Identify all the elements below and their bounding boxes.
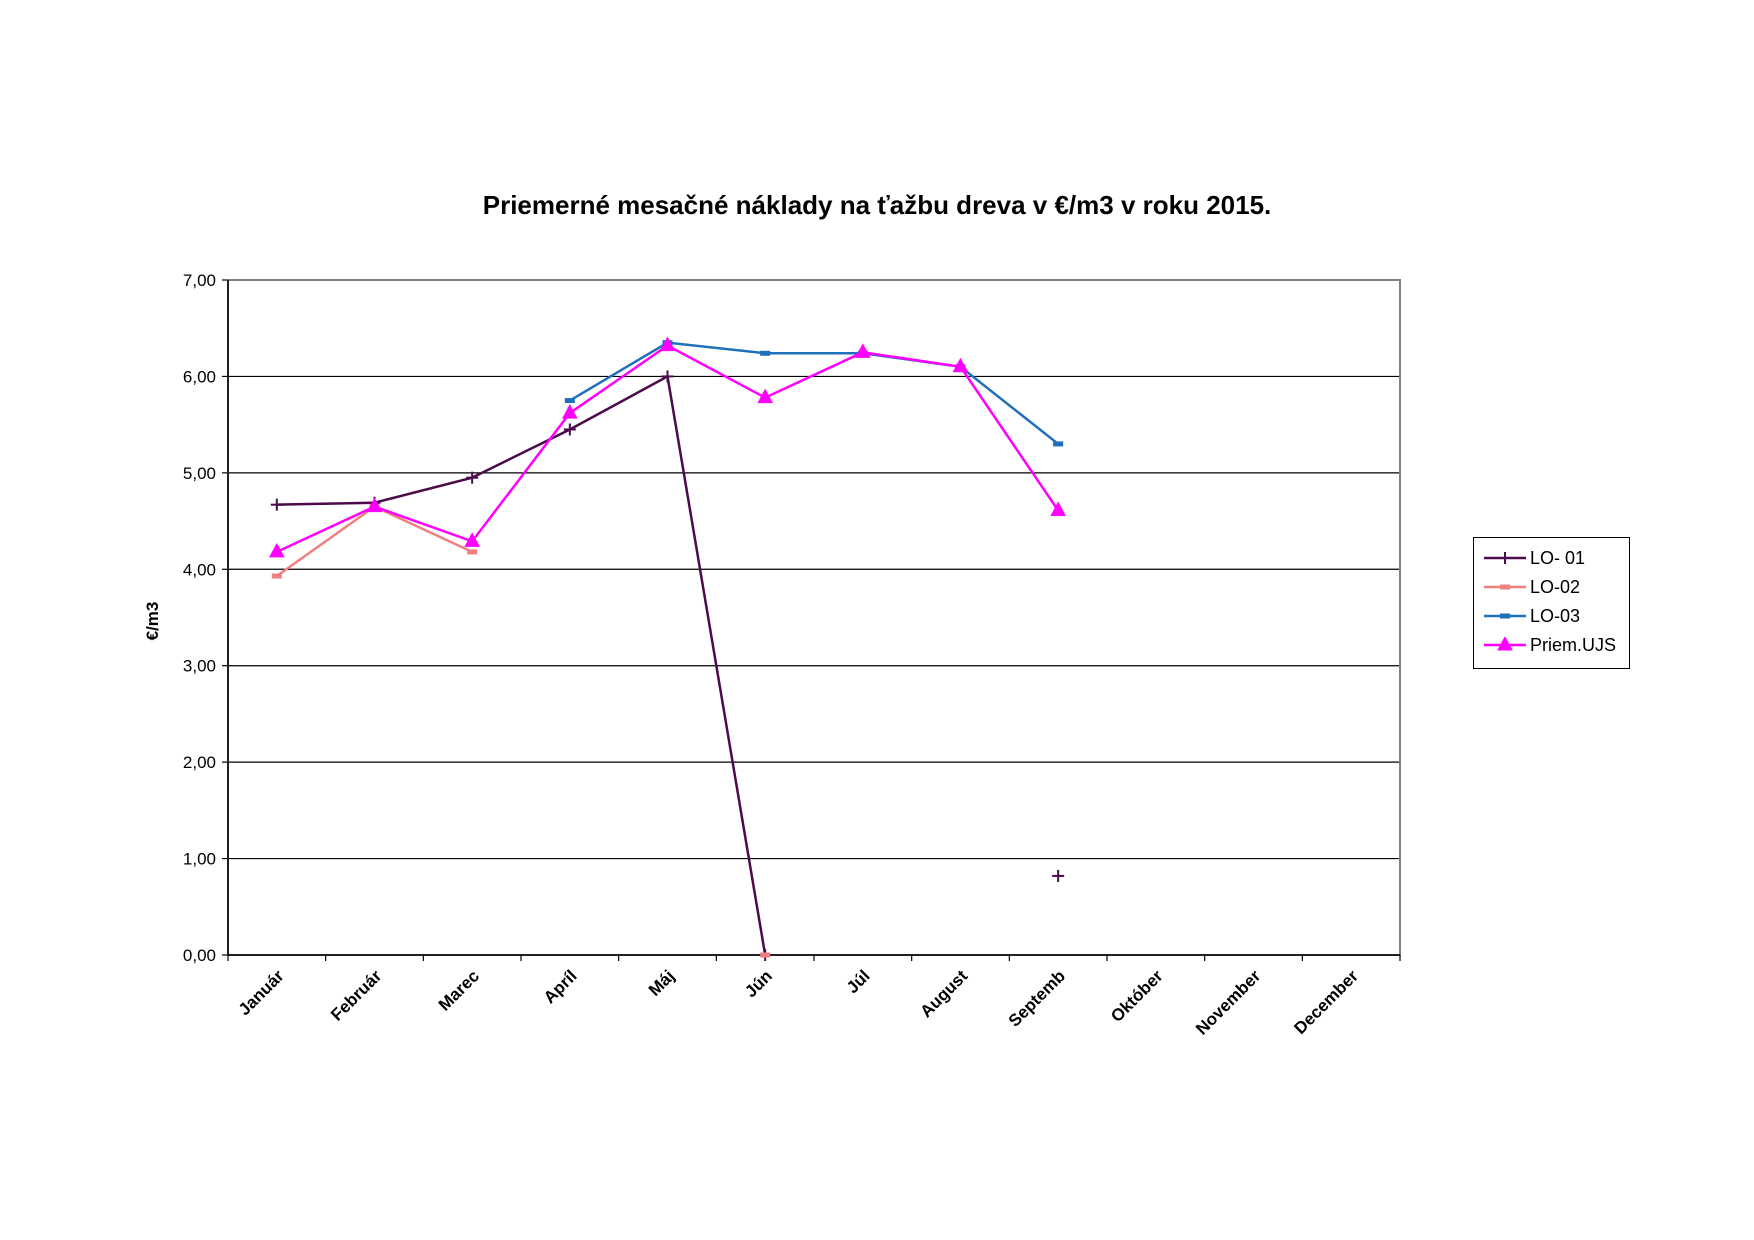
axes (222, 279, 1401, 961)
x-tick-label: December (1290, 966, 1362, 1038)
data-point (563, 423, 576, 436)
legend-item: LO-02 (1484, 576, 1580, 598)
plot-area (227, 279, 1401, 956)
legend-marker (1500, 584, 1510, 590)
legend-swatch (1484, 608, 1526, 624)
data-point (466, 471, 479, 484)
series-line (276, 505, 473, 578)
data-point (464, 532, 481, 547)
data-point (561, 404, 578, 419)
data-point (564, 398, 575, 404)
y-tick-label: 7,00 (183, 271, 216, 290)
data-point (1053, 441, 1064, 447)
series-priem-ujs (268, 336, 1067, 558)
x-tick-label: Október (1107, 966, 1167, 1026)
data-point (1050, 501, 1067, 516)
data-point (271, 573, 282, 579)
legend-item: Priem.UJS (1484, 634, 1616, 656)
x-tick-label: November (1192, 966, 1264, 1038)
y-tick-label: 0,00 (183, 946, 216, 965)
y-tick-label: 3,00 (183, 657, 216, 676)
data-point (952, 357, 969, 373)
y-tick-label: 2,00 (183, 753, 216, 772)
data-point (1052, 869, 1065, 882)
y-tick-label: 6,00 (183, 367, 216, 386)
x-tick-label: Júl (843, 966, 874, 997)
data-point (268, 542, 285, 558)
x-tick-label: Marec (435, 966, 483, 1014)
data-point (760, 952, 771, 958)
x-tick-label: Apríl (540, 966, 581, 1007)
legend-marker (1497, 637, 1513, 651)
series-lo-03 (564, 340, 1064, 447)
legend-swatch (1484, 637, 1526, 653)
tick-labels: 0,00 1,00 2,00 3,00 4,00 5,00 6,00 7,00 Január Fe… (183, 271, 1362, 1039)
legend-item: LO-03 (1484, 605, 1580, 627)
x-tick-label: Septemb (1005, 966, 1069, 1030)
legend-marker (1500, 613, 1510, 619)
legend-swatch (1484, 579, 1526, 595)
series-lines (268, 336, 1067, 961)
legend-marker (1499, 552, 1511, 564)
series-line (569, 341, 1059, 445)
series-lo-02 (271, 504, 771, 958)
x-tick-label: Január (235, 966, 288, 1019)
legend-label: Priem.UJS (1530, 634, 1617, 655)
data-point (661, 370, 674, 383)
legend-label: LO- 01 (1530, 547, 1586, 568)
legend-item: LO- 01 (1484, 547, 1585, 569)
legend-label: LO-03 (1530, 605, 1581, 626)
chart-title: Priemerné mesačné náklady na ťažbu dreva… (482, 190, 1272, 220)
data-point (854, 343, 871, 358)
legend-label: LO-02 (1530, 576, 1581, 597)
data-point (366, 497, 383, 513)
x-tick-label: Február (327, 966, 385, 1024)
x-tick-label: Máj (645, 966, 678, 999)
legend: LO- 01 LO-02 LO-03 Priem.UJS (1473, 537, 1630, 669)
legend-swatch (1484, 550, 1526, 566)
data-point (467, 549, 478, 555)
y-tick-label: 4,00 (183, 560, 216, 579)
y-tick-label: 1,00 (183, 850, 216, 869)
y-axis-title: €/m3 (143, 602, 162, 641)
x-tick-label: August (916, 966, 971, 1021)
data-point (659, 336, 676, 352)
x-tick-label: Jún (741, 966, 776, 1001)
series-line (276, 374, 767, 956)
data-point (757, 388, 774, 404)
y-tick-label: 5,00 (183, 464, 216, 483)
data-point (270, 498, 283, 511)
gridlines (228, 279, 1400, 860)
data-point (760, 350, 771, 356)
